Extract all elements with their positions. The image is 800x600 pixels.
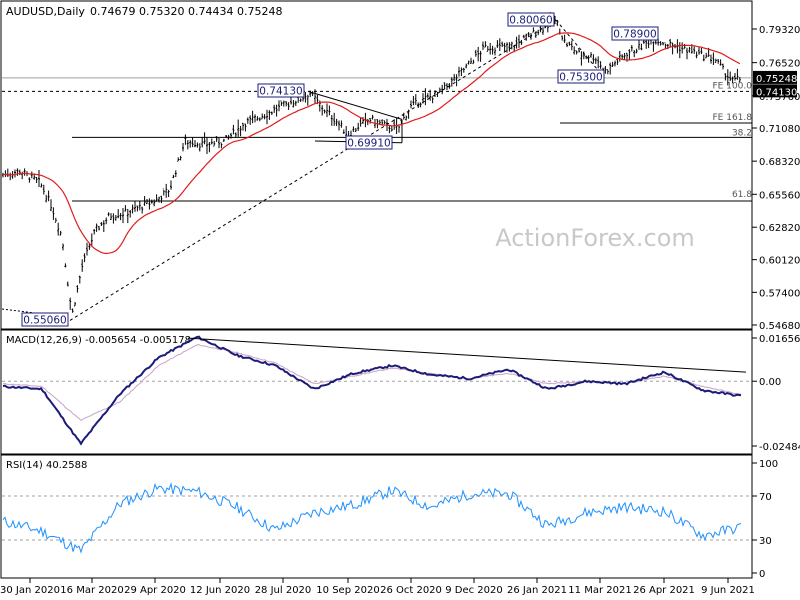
triangle-upper-line: [307, 90, 403, 120]
fib-61-label: 61.8: [732, 190, 752, 200]
macd-tick-label: -0.02484: [759, 442, 800, 453]
price-tick-label: 0.68320: [759, 157, 800, 168]
date-axis: 30 Jan 2020 16 Mar 2020 29 Apr 2020 12 Jun …: [0, 578, 755, 596]
trendline-low-to-high: [69, 19, 557, 321]
rsi-tick-label: 0: [759, 569, 765, 580]
swing-label: 0.74130: [259, 86, 302, 98]
rsi-panel-frame: [0, 454, 753, 579]
date-tick-label: 26 Jan 2021: [507, 585, 567, 596]
rsi-title: RSI(14) 40.2588: [6, 460, 87, 471]
last-price-marker: 0.75248 0.74130: [753, 70, 797, 98]
date-tick-label: 10 Sep 2020: [316, 585, 379, 596]
price-tick-label: 0.65560: [759, 190, 800, 201]
fe-100-label: FE 100.0: [713, 81, 753, 91]
price-tick-label: 0.79320: [759, 25, 800, 36]
rsi-line: [2, 481, 742, 554]
fe-level-badge: [753, 84, 797, 98]
rsi-tick-label: 70: [759, 492, 772, 503]
date-tick-label: 12 Jun 2020: [190, 585, 250, 596]
rsi-tick-label: 100: [759, 459, 778, 470]
price-bars: [2, 12, 741, 313]
sma-line: [2, 32, 741, 255]
swing-label: 0.78900: [613, 29, 656, 41]
date-tick-label: 11 Mar 2021: [568, 585, 631, 596]
date-tick-label: 29 Apr 2020: [124, 585, 186, 596]
date-tick-label: 28 Jul 2020: [255, 585, 312, 596]
macd-line: [2, 335, 742, 446]
fib-38-label: 38.2: [732, 128, 752, 138]
watermark: ActionForex.com: [495, 224, 695, 252]
swing-label: 0.55060: [23, 315, 66, 327]
swing-label: 0.69910: [347, 138, 390, 150]
chart-ohlc-readout: 0.74679 0.75320 0.74434 0.75248: [90, 5, 282, 18]
rsi-lines: [2, 481, 742, 554]
date-tick-label: 30 Jan 2020: [0, 585, 60, 596]
macd-tick-label: 0.016567: [759, 334, 800, 345]
price-tick-label: 0.54680: [759, 321, 800, 332]
swing-label-box: [21, 312, 69, 327]
price-tick-label: 0.71080: [759, 124, 800, 135]
date-tick-label: 26 Oct 2020: [380, 585, 442, 596]
macd-tick-label: 0.00: [759, 377, 781, 388]
price-tick-label: 0.62820: [759, 223, 800, 234]
last-price-value: 0.75248: [756, 74, 797, 85]
swing-label-box: [507, 12, 555, 27]
date-tick-label: 26 Apr 2021: [633, 585, 695, 596]
swing-label-box: [611, 26, 659, 41]
trendlines: [1, 19, 605, 321]
swing-label: 0.75300: [559, 72, 602, 84]
price-tick-label: 0.57400: [759, 288, 800, 299]
macd-lines: [2, 335, 747, 446]
swing-label-box: [557, 69, 605, 84]
macd-title: MACD(12,26,9) -0.005654 -0.005178: [6, 335, 191, 346]
swing-label-box: [257, 83, 305, 98]
price-panel-frame: [0, 0, 753, 330]
price-tick-label: 0.76520: [759, 59, 800, 70]
fe-level-value: 0.74130: [756, 87, 797, 98]
rsi-axis: 100 70 30 0: [2, 459, 778, 580]
date-tick-label: 9 Dec 2020: [445, 585, 503, 596]
last-price-badge: [753, 70, 797, 84]
price-tick-label: 0.60120: [759, 256, 800, 267]
fe-161-label: FE 161.8: [713, 113, 753, 123]
trendline-high-to-low: [555, 19, 605, 78]
swing-label-box: [345, 135, 393, 150]
date-tick-label: 9 Jun 2021: [701, 585, 755, 596]
swing-labels: 0.55060 0.74130 0.69910 0.80060 0.75300 0.789…: [21, 12, 659, 327]
rsi-tick-label: 30: [759, 536, 772, 547]
date-tick-label: 16 Mar 2020: [60, 585, 123, 596]
macd-panel-frame: [0, 329, 753, 455]
macd-axis: 0.016567 0.00 -0.02484: [2, 334, 800, 453]
macd-trendline: [187, 337, 747, 373]
swing-label: 0.80060: [509, 15, 552, 27]
fib-levels: FE 100.0 FE 161.8 38.2 61.8: [2, 77, 753, 202]
moving-average: [2, 32, 741, 255]
chart-symbol-title: AUDUSD,Daily: [6, 5, 85, 18]
